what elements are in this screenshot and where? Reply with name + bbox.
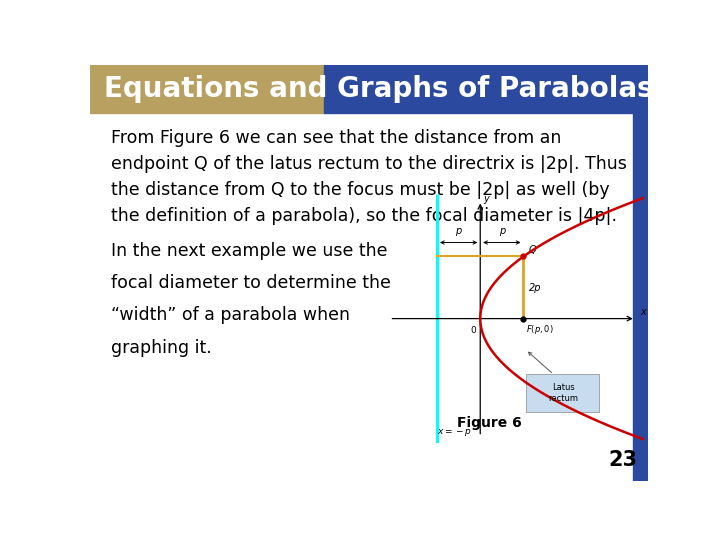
Text: the definition of a parabola), so the focal diameter is |4p|.: the definition of a parabola), so the fo… xyxy=(111,207,617,225)
Text: 2p: 2p xyxy=(528,282,541,293)
Text: In the next example we use the: In the next example we use the xyxy=(111,241,387,260)
Text: From Figure 6 we can see that the distance from an: From Figure 6 we can see that the distan… xyxy=(111,129,562,147)
Text: endpoint Q of the latus rectum to the directrix is |2p|. Thus: endpoint Q of the latus rectum to the di… xyxy=(111,155,627,173)
Text: y: y xyxy=(484,194,490,204)
Text: $x = -p$: $x = -p$ xyxy=(437,427,472,438)
Text: Figure 6: Figure 6 xyxy=(456,416,521,430)
Bar xyxy=(324,65,648,113)
Text: $F(p, 0)$: $F(p, 0)$ xyxy=(526,323,554,336)
Text: x: x xyxy=(640,307,646,317)
Text: the distance from Q to the focus must be |2p| as well (by: the distance from Q to the focus must be… xyxy=(111,181,610,199)
Text: p: p xyxy=(456,226,462,237)
Text: 23: 23 xyxy=(608,450,637,470)
Text: Equations and Graphs of Parabolas: Equations and Graphs of Parabolas xyxy=(104,75,654,103)
Text: 0: 0 xyxy=(470,326,476,335)
Text: focal diameter to determine the: focal diameter to determine the xyxy=(111,274,391,292)
Text: Q: Q xyxy=(528,245,536,255)
Bar xyxy=(632,113,648,481)
Bar xyxy=(526,374,599,411)
Text: graphing it.: graphing it. xyxy=(111,339,212,357)
Bar xyxy=(90,65,324,113)
Text: Latus
rectum: Latus rectum xyxy=(548,383,578,403)
Text: p: p xyxy=(499,226,505,237)
Text: “width” of a parabola when: “width” of a parabola when xyxy=(111,306,350,325)
